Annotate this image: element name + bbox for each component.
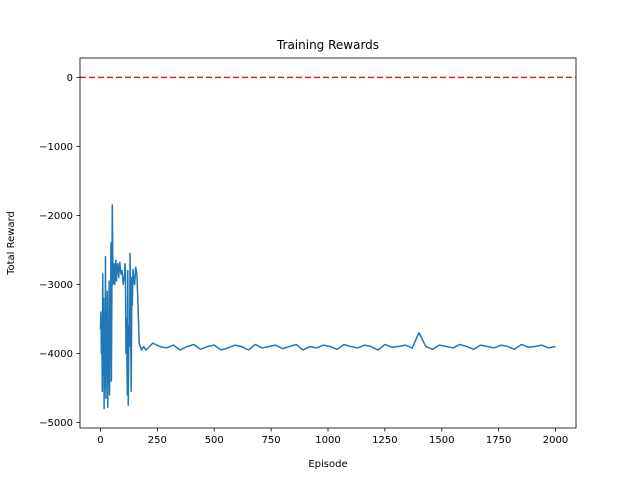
- y-tick-label: −3000: [39, 280, 73, 291]
- y-tick-label: −4000: [39, 349, 73, 360]
- x-tick-label: 2000: [543, 435, 568, 446]
- x-tick-label: 500: [205, 435, 224, 446]
- x-axis: 0 250 500 750 1000 1250 1500 1750 2000: [97, 428, 568, 446]
- x-tick-label: 1000: [315, 435, 340, 446]
- x-tick-label: 750: [262, 435, 281, 446]
- chart-title: Training Rewards: [276, 38, 379, 52]
- y-axis-title: Total Reward: [6, 211, 17, 276]
- y-tick-label: −5000: [39, 418, 73, 429]
- y-axis: −5000 −4000 −3000 −2000 −1000 0: [39, 73, 80, 429]
- x-tick-label: 0: [97, 435, 103, 446]
- y-tick-label: 0: [67, 73, 73, 84]
- x-tick-label: 1750: [486, 435, 511, 446]
- reward-series-line: [99, 204, 556, 410]
- x-tick-label: 250: [148, 435, 167, 446]
- y-tick-label: −2000: [39, 211, 73, 222]
- y-tick-label: −1000: [39, 142, 73, 153]
- x-tick-label: 1500: [429, 435, 454, 446]
- series-layer: [80, 76, 576, 410]
- x-axis-title: Episode: [308, 459, 347, 470]
- x-tick-label: 1250: [372, 435, 397, 446]
